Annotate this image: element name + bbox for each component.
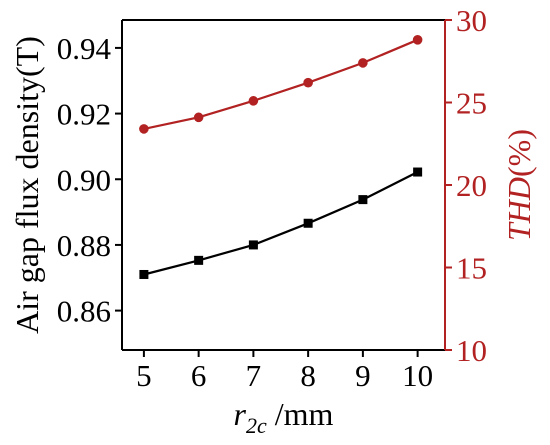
plot-frame [121, 19, 446, 351]
flux-density-point [303, 218, 313, 228]
flux-density-point [194, 255, 204, 265]
thd-point [248, 96, 259, 106]
x-tick-label: 6 [191, 358, 207, 393]
thd-point [303, 77, 313, 88]
x-axis: 5 6 7 8 9 10 [136, 350, 433, 393]
thd-point [139, 124, 149, 134]
right-tick-label: 25 [456, 86, 487, 121]
left-y-axis: 0.86 0.88 0.90 0.92 0.94 [57, 31, 122, 329]
x-tick-label: 10 [402, 358, 433, 393]
series-layer [139, 35, 423, 279]
left-tick-label: 0.92 [57, 97, 111, 132]
right-tick-label: 30 [456, 3, 487, 38]
x-tick-label: 9 [355, 358, 371, 393]
right-axis-title: THD(%) [501, 129, 537, 241]
right-y-axis: 10 15 20 25 30 [445, 3, 487, 368]
left-axis-title: Air gap flux density(T) [9, 36, 45, 334]
flux-density-point [139, 269, 149, 279]
thd-point [358, 58, 368, 68]
right-tick-label: 10 [456, 333, 487, 368]
left-tick-label: 0.94 [57, 31, 112, 66]
x-tick-label: 8 [300, 358, 316, 393]
flux-density-point [248, 240, 258, 250]
thd-point [193, 112, 204, 123]
flux-density-point [413, 167, 423, 177]
thd-point [412, 35, 423, 45]
flux-density-line [143, 171, 419, 276]
left-tick-label: 0.90 [57, 162, 111, 197]
x-axis-title: r2c /mm [234, 396, 334, 438]
flux-density-point [358, 195, 368, 205]
x-tick-label: 5 [136, 358, 152, 393]
left-tick-label: 0.86 [57, 294, 111, 329]
thd-line [143, 38, 419, 130]
x-tick-label: 7 [246, 358, 262, 393]
right-tick-label: 20 [456, 168, 487, 203]
right-tick-label: 15 [456, 251, 487, 286]
left-tick-label: 0.88 [57, 228, 111, 263]
